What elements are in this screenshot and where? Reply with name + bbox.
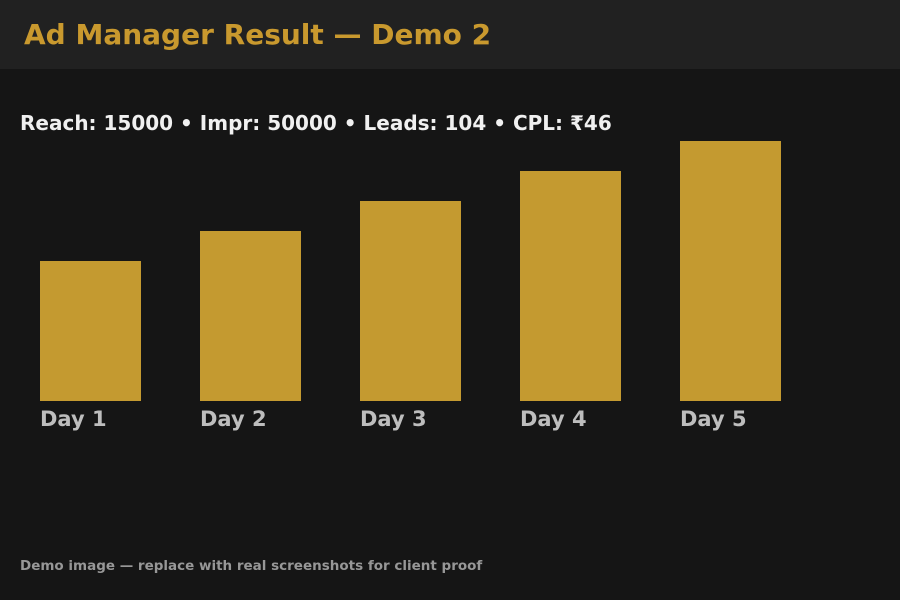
bar-label-day-2: Day 2	[200, 407, 267, 431]
bar-label-day-5: Day 5	[680, 407, 747, 431]
bar-day-1	[40, 261, 141, 401]
page-title: Ad Manager Result — Demo 2	[24, 18, 492, 51]
bar-day-3	[360, 201, 461, 401]
stats-summary: Reach: 15000 • Impr: 50000 • Leads: 104 …	[20, 111, 612, 135]
header-bar: Ad Manager Result — Demo 2	[0, 0, 900, 69]
bar-label-day-4: Day 4	[520, 407, 587, 431]
bar-day-2	[200, 231, 301, 401]
bar-day-5	[680, 141, 781, 401]
bar-label-day-1: Day 1	[40, 407, 107, 431]
footer-note: Demo image — replace with real screensho…	[20, 558, 483, 574]
bar-day-4	[520, 171, 621, 401]
bar-label-day-3: Day 3	[360, 407, 427, 431]
